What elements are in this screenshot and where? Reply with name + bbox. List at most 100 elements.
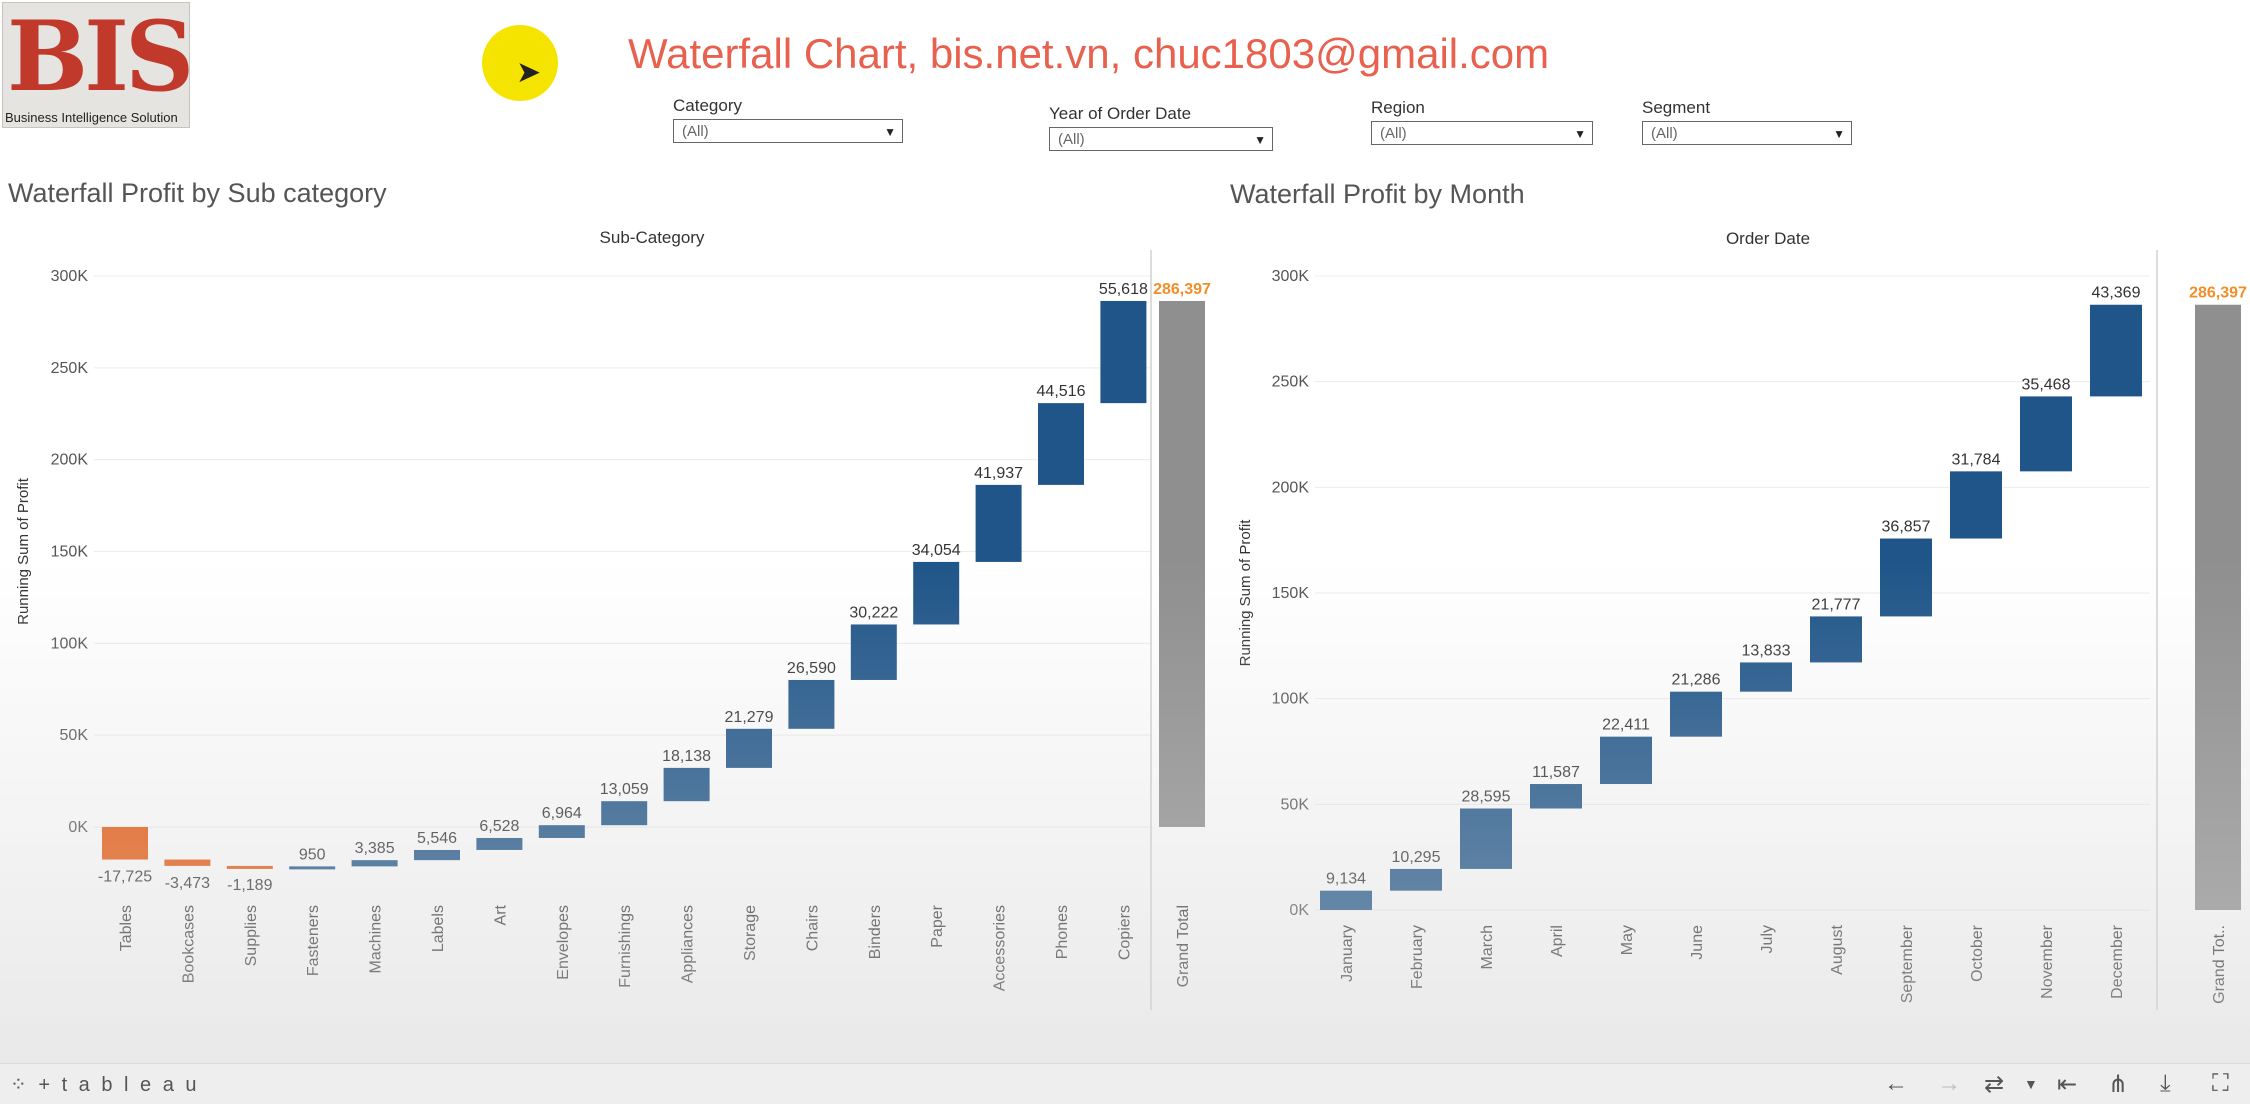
x-tick-label: Machines	[368, 905, 385, 973]
filter-year: Year of Order Date (All) ▼	[1049, 104, 1273, 151]
waterfall-bar	[1390, 868, 1442, 891]
x-axis-header: Sub-Category	[600, 228, 705, 247]
year-dropdown[interactable]: (All) ▼	[1049, 127, 1273, 151]
data-label: 34,054	[912, 542, 961, 559]
waterfall-bar	[1950, 471, 2002, 539]
grand-total-bar	[1159, 300, 1205, 827]
x-tick-label: Envelopes	[555, 905, 572, 980]
y-tick-label: 250K	[1272, 374, 1310, 391]
x-axis-header: Order Date	[1726, 229, 1810, 248]
x-tick-label: Supplies	[243, 905, 260, 966]
waterfall-bar	[102, 827, 148, 860]
y-tick-label: 100K	[1272, 691, 1310, 708]
filter-label: Region	[1371, 98, 1425, 117]
logo-text: BIS	[7, 2, 190, 113]
waterfall-bar	[476, 837, 523, 850]
x-tick-label: September	[1899, 924, 1916, 1003]
grand-total-label: 286,397	[2189, 285, 2247, 302]
y-tick-label: 200K	[51, 452, 89, 469]
waterfall-bar	[975, 484, 1022, 562]
waterfall-bar	[414, 849, 460, 861]
y-axis-label: Running Sum of Profit	[1237, 519, 1254, 667]
dropdown-value: (All)	[1651, 125, 1678, 142]
x-tick-label: July	[1759, 925, 1776, 953]
data-label: -17,725	[98, 869, 152, 886]
waterfall-bar	[726, 728, 772, 768]
share-icon[interactable]: ⋔	[2108, 1071, 2129, 1098]
x-tick-label: October	[1969, 924, 1986, 982]
undo-icon[interactable]: ←	[1884, 1070, 1908, 1097]
data-label: -3,473	[165, 875, 210, 892]
y-tick-label: 50K	[60, 727, 89, 744]
data-label: 3,385	[355, 840, 395, 857]
y-axis-label: Running Sum of Profit	[15, 477, 32, 625]
filter-label: Year of Order Date	[1049, 104, 1192, 123]
waterfall-bar	[1810, 616, 1862, 663]
download-icon[interactable]: ⤓	[2160, 1070, 2171, 1097]
data-label: 5,546	[417, 830, 457, 847]
y-tick-label: 250K	[51, 360, 89, 377]
y-tick-label: 0K	[1289, 902, 1309, 919]
x-tick-label: April	[1549, 925, 1566, 957]
category-dropdown[interactable]: (All) ▼	[673, 119, 903, 143]
fullscreen-icon[interactable]: ⛶	[2212, 1070, 2229, 1097]
data-label: 21,286	[1672, 672, 1721, 689]
filter-label: Segment	[1642, 98, 1711, 117]
y-tick-label: 100K	[51, 635, 89, 652]
waterfall-bar	[538, 825, 585, 838]
sheet-title-month: Waterfall Profit by Month	[1230, 179, 1525, 209]
data-label: 18,138	[662, 748, 711, 765]
data-label: 55,618	[1099, 281, 1148, 298]
waterfall-bar	[351, 860, 398, 867]
waterfall-bar	[601, 801, 648, 826]
redo-icon[interactable]: →	[1937, 1070, 1961, 1097]
waterfall-bar	[2020, 396, 2072, 472]
bis-logo: BIS Business Intelligence Solution	[2, 2, 190, 128]
waterfall-bar	[226, 865, 273, 869]
segment-dropdown[interactable]: (All) ▼	[1642, 121, 1852, 145]
waterfall-bar	[1600, 736, 1652, 785]
caret-down-icon: ▼	[1254, 133, 1266, 147]
data-label: 41,937	[974, 465, 1023, 482]
x-tick-label: Tables	[118, 905, 135, 951]
y-tick-label: 0K	[68, 819, 88, 836]
waterfall-bar	[1038, 403, 1084, 485]
waterfall-bar	[913, 561, 960, 625]
data-label: 31,784	[1952, 451, 2001, 468]
waterfall-bar	[663, 767, 710, 802]
caret-down-icon: ▼	[1833, 127, 1845, 141]
waterfall-bar	[788, 679, 835, 729]
y-tick-label: 300K	[1272, 268, 1310, 285]
logo-subtitle: Business Intelligence Solution	[5, 110, 178, 125]
grand-total-label: 286,397	[1153, 281, 1211, 298]
waterfall-bar	[1530, 784, 1582, 809]
x-tick-label: June	[1689, 925, 1706, 960]
y-tick-label: 50K	[1281, 796, 1310, 813]
mouse-cursor-icon: ➤	[516, 56, 542, 89]
y-tick-label: 200K	[1272, 479, 1310, 496]
dropdown-value: (All)	[1058, 131, 1085, 148]
x-tick-label: Labels	[430, 905, 447, 952]
x-tick-label: Copiers	[1116, 905, 1133, 960]
dropdown-value: (All)	[1380, 125, 1407, 142]
x-tick-label: Art	[492, 904, 509, 925]
data-label: 11,587	[1532, 764, 1580, 781]
x-tick-label: Chairs	[804, 905, 821, 951]
tableau-footer-bar: ⁘ + t a b l e a u ← → ⇄ ▼ ⇤ ⋔ ⤓ ⛶	[0, 1063, 2250, 1104]
data-label: 43,369	[2092, 285, 2141, 302]
filter-category: Category (All) ▼	[673, 96, 903, 143]
revert-icon[interactable]: ⇄	[1984, 1071, 2005, 1098]
x-tick-label: May	[1619, 925, 1636, 955]
data-label: 9,134	[1326, 871, 1366, 888]
waterfall-chart-subcategory: Sub-Category Running Sum of Profit 300K 250…	[15, 228, 1211, 1010]
data-label: 28,595	[1462, 789, 1511, 806]
data-label: 22,411	[1602, 717, 1650, 734]
revert-all-icon[interactable]: ⇤	[2057, 1071, 2078, 1098]
x-tick-label-total: Grand Total	[1175, 905, 1192, 987]
x-tick-label: November	[2039, 924, 2056, 998]
tableau-brand: ⁘ + t a b l e a u	[10, 1072, 200, 1097]
region-dropdown[interactable]: (All) ▼	[1371, 121, 1593, 145]
revert-dropdown-icon[interactable]: ▼	[2024, 1076, 2038, 1092]
data-label: 44,516	[1037, 383, 1086, 400]
data-label: 13,059	[600, 781, 649, 798]
